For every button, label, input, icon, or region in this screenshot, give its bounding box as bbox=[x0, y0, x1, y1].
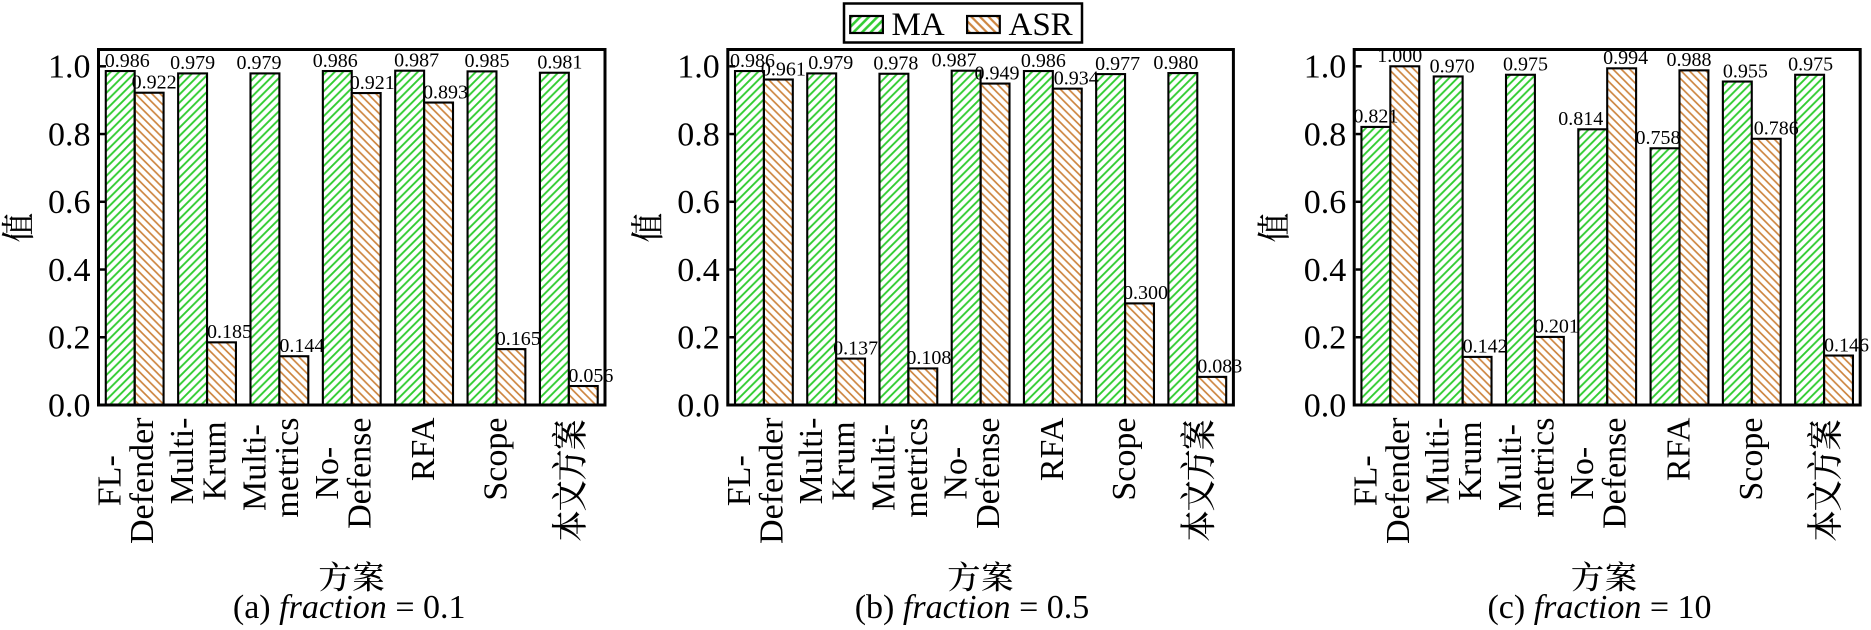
svg-text:0.981: 0.981 bbox=[537, 52, 582, 74]
svg-text:0.185: 0.185 bbox=[207, 321, 252, 343]
svg-text:RFA: RFA bbox=[405, 417, 442, 481]
svg-text:0.934: 0.934 bbox=[1054, 67, 1099, 89]
svg-text:Scope: Scope bbox=[477, 417, 514, 500]
svg-text:Krum: Krum bbox=[1452, 421, 1489, 500]
svg-text:0.985: 0.985 bbox=[465, 50, 510, 72]
svg-text:0.144: 0.144 bbox=[279, 335, 324, 357]
svg-text:0.0: 0.0 bbox=[677, 387, 720, 424]
svg-text:0.949: 0.949 bbox=[975, 62, 1020, 84]
svg-text:0.300: 0.300 bbox=[1123, 282, 1168, 304]
svg-text:FL-: FL- bbox=[721, 455, 758, 506]
svg-text:0.980: 0.980 bbox=[1153, 52, 1198, 74]
svg-text:MA: MA bbox=[892, 7, 945, 43]
svg-text:(b) fraction = 0.5: (b) fraction = 0.5 bbox=[855, 589, 1090, 626]
svg-text:No-: No- bbox=[1564, 447, 1601, 500]
svg-text:0.961: 0.961 bbox=[761, 58, 806, 80]
svg-text:0.978: 0.978 bbox=[873, 53, 918, 75]
svg-text:0.994: 0.994 bbox=[1603, 47, 1648, 69]
svg-text:0.986: 0.986 bbox=[105, 50, 150, 72]
svg-text:0.975: 0.975 bbox=[1788, 54, 1833, 76]
svg-text:metrics: metrics bbox=[269, 418, 306, 518]
svg-text:0.970: 0.970 bbox=[1430, 55, 1475, 77]
svg-text:Defense: Defense bbox=[970, 418, 1007, 529]
svg-text:0.979: 0.979 bbox=[808, 52, 853, 74]
svg-text:0.955: 0.955 bbox=[1723, 60, 1768, 82]
svg-text:1.0: 1.0 bbox=[48, 49, 91, 86]
svg-text:0.083: 0.083 bbox=[1197, 356, 1242, 378]
svg-text:Multi-: Multi- bbox=[865, 424, 902, 511]
svg-text:Defender: Defender bbox=[124, 417, 161, 544]
svg-text:0.986: 0.986 bbox=[730, 50, 775, 72]
svg-text:No-: No- bbox=[938, 447, 975, 500]
svg-text:metrics: metrics bbox=[1524, 418, 1561, 518]
svg-text:No-: No- bbox=[309, 447, 346, 500]
svg-text:1.0: 1.0 bbox=[1304, 49, 1347, 86]
svg-text:Scope: Scope bbox=[1733, 418, 1770, 501]
svg-text:0.6: 0.6 bbox=[677, 184, 720, 221]
svg-text:0.108: 0.108 bbox=[906, 347, 951, 369]
svg-text:1.000: 1.000 bbox=[1377, 45, 1422, 67]
svg-text:0.921: 0.921 bbox=[350, 72, 395, 94]
svg-text:0.821: 0.821 bbox=[1353, 106, 1398, 128]
svg-text:0.977: 0.977 bbox=[1095, 53, 1140, 75]
svg-text:FL-: FL- bbox=[1347, 455, 1384, 506]
svg-text:RFA: RFA bbox=[1660, 417, 1697, 481]
svg-text:0.979: 0.979 bbox=[170, 52, 215, 74]
svg-text:(a) fraction = 0.1: (a) fraction = 0.1 bbox=[233, 589, 466, 626]
svg-text:ASR: ASR bbox=[1009, 7, 1073, 43]
svg-text:0.6: 0.6 bbox=[48, 184, 91, 221]
svg-text:0.922: 0.922 bbox=[132, 72, 177, 94]
svg-text:Krum: Krum bbox=[197, 421, 234, 500]
svg-text:0.142: 0.142 bbox=[1463, 336, 1508, 358]
svg-text:0.056: 0.056 bbox=[568, 365, 613, 387]
svg-text:0.988: 0.988 bbox=[1666, 49, 1711, 71]
svg-text:Krum: Krum bbox=[826, 421, 863, 500]
svg-text:1.0: 1.0 bbox=[677, 49, 720, 86]
svg-text:0.2: 0.2 bbox=[48, 320, 91, 357]
svg-text:0.786: 0.786 bbox=[1754, 118, 1799, 140]
svg-text:0.4: 0.4 bbox=[677, 252, 720, 289]
svg-text:0.146: 0.146 bbox=[1824, 334, 1869, 356]
svg-text:Defender: Defender bbox=[753, 417, 790, 544]
svg-text:Multi-: Multi- bbox=[1420, 418, 1457, 505]
svg-text:0.987: 0.987 bbox=[932, 50, 977, 72]
svg-text:0.6: 0.6 bbox=[1304, 184, 1347, 221]
svg-text:metrics: metrics bbox=[898, 418, 935, 518]
svg-text:0.8: 0.8 bbox=[677, 116, 720, 153]
svg-text:0.979: 0.979 bbox=[236, 52, 281, 74]
svg-text:Multi-: Multi- bbox=[793, 418, 830, 505]
svg-text:0.4: 0.4 bbox=[1304, 252, 1347, 289]
svg-text:0.2: 0.2 bbox=[677, 320, 720, 357]
svg-text:Multi-: Multi- bbox=[236, 424, 273, 511]
svg-text:FL-: FL- bbox=[92, 455, 129, 506]
svg-text:0.986: 0.986 bbox=[1021, 50, 1066, 72]
svg-text:RFA: RFA bbox=[1034, 417, 1071, 481]
svg-text:0.814: 0.814 bbox=[1558, 108, 1603, 130]
svg-text:Defense: Defense bbox=[1597, 418, 1634, 529]
svg-text:0.2: 0.2 bbox=[1304, 320, 1347, 357]
svg-text:(c) fraction = 10: (c) fraction = 10 bbox=[1487, 589, 1711, 626]
svg-text:0.893: 0.893 bbox=[423, 81, 468, 103]
svg-text:Defender: Defender bbox=[1380, 417, 1417, 544]
svg-text:Scope: Scope bbox=[1106, 418, 1143, 501]
svg-text:0.986: 0.986 bbox=[313, 50, 358, 72]
svg-text:0.987: 0.987 bbox=[394, 50, 439, 72]
svg-text:0.201: 0.201 bbox=[1534, 316, 1579, 338]
svg-text:0.8: 0.8 bbox=[48, 116, 91, 153]
svg-text:Multi-: Multi- bbox=[164, 418, 201, 505]
svg-text:0.975: 0.975 bbox=[1503, 54, 1548, 76]
svg-text:Multi-: Multi- bbox=[1492, 424, 1529, 511]
svg-text:0.4: 0.4 bbox=[48, 252, 91, 289]
svg-text:0.0: 0.0 bbox=[1304, 387, 1347, 424]
svg-text:0.8: 0.8 bbox=[1304, 116, 1347, 153]
svg-text:0.758: 0.758 bbox=[1636, 127, 1681, 149]
svg-text:0.137: 0.137 bbox=[833, 337, 878, 359]
svg-text:0.165: 0.165 bbox=[496, 328, 541, 350]
svg-text:Defense: Defense bbox=[341, 418, 378, 529]
svg-text:0.0: 0.0 bbox=[48, 387, 91, 424]
